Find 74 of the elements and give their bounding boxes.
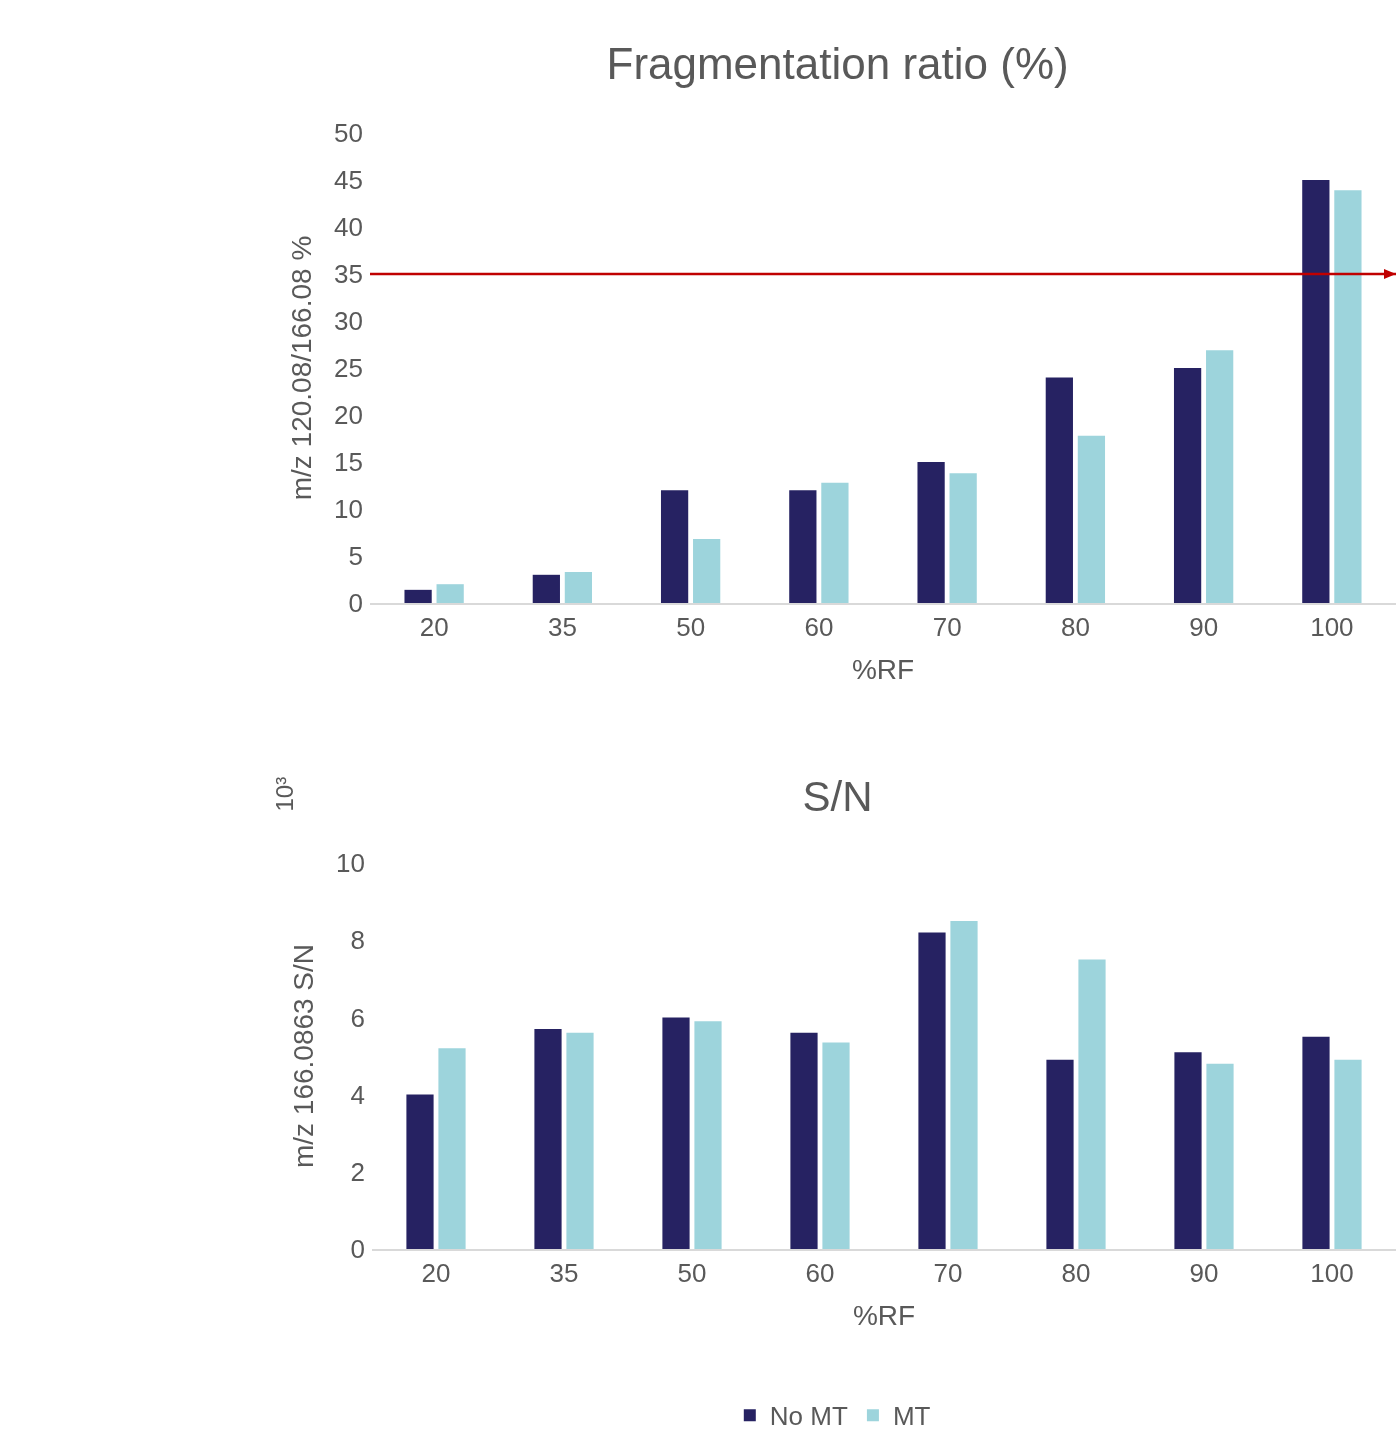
bar [1206,1063,1234,1249]
bar [532,574,560,603]
x-tick-label: 50 [677,1258,707,1289]
bar [1334,190,1362,603]
bar [1302,1036,1330,1249]
bar [1173,368,1202,603]
bar [1046,1059,1074,1249]
y-axis-title: m/z 120.08/166.08 % [285,235,317,501]
chart-title: S/N [802,772,873,820]
bar [660,490,689,603]
bar [821,482,849,603]
legend-label: MT [892,1401,931,1432]
y-tick-label: 10 [334,494,363,525]
chart-title: Fragmentation ratio (%) [606,39,1069,89]
x-tick-label: 90 [1189,1258,1219,1289]
bar [438,1048,466,1249]
x-tick-label: 35 [547,612,577,643]
bar [564,571,593,603]
x-tick-label: 20 [419,612,449,643]
x-tick-label: 60 [805,1258,835,1289]
legend-label: No MT [769,1401,848,1432]
x-tick-label: 20 [421,1258,451,1289]
y-tick-label: 5 [348,541,363,572]
x-axis-title: %RF [852,1299,916,1331]
x-tick-label: 70 [932,612,962,643]
x-tick-label: 90 [1189,612,1219,643]
bar [404,589,432,603]
x-tick-label: 50 [676,612,706,643]
bar [950,920,978,1249]
bar [566,1032,594,1249]
bar [694,1021,722,1249]
bar [436,584,464,603]
y-tick-label: 30 [334,306,363,337]
y-tick-label: 20 [334,400,363,431]
bar [822,1042,850,1249]
x-axis-title: %RF [851,653,915,685]
bar [1206,350,1234,603]
y-tick-label: 35 [334,259,363,290]
bar [1334,1059,1362,1249]
bar [918,932,946,1249]
bar [789,490,817,603]
y-tick-label: 0 [348,588,363,619]
text: 10³ [271,776,299,812]
bar [790,1032,818,1249]
x-tick-label: 100 [1310,612,1354,643]
y-tick-label: 4 [350,1079,365,1110]
bar [1045,377,1073,603]
bar [1077,435,1106,603]
y-tick-label: 6 [350,1002,365,1033]
y-tick-label: 0 [350,1234,365,1265]
bar [693,539,721,603]
x-tick-label: 35 [549,1258,579,1289]
bar [949,473,977,603]
bar [534,1028,562,1249]
bar [917,462,945,603]
bar [662,1017,690,1249]
y-tick-label: 50 [334,118,363,149]
y-tick-label: 40 [334,212,363,243]
y-tick-label: 45 [334,165,363,196]
x-tick-label: 60 [804,612,834,643]
y-tick-label: 25 [334,353,363,384]
bar [1078,959,1106,1249]
bar [1174,1052,1202,1249]
y-axis-title: m/z 166.0863 S/N [287,943,319,1169]
y-tick-label: 2 [350,1156,365,1187]
y-tick-label: 10 [336,848,365,879]
y-tick-label: 15 [334,447,363,478]
x-tick-label: 80 [1061,1258,1091,1289]
x-tick-label: 70 [933,1258,963,1289]
y-tick-label: 8 [350,925,365,956]
bar [406,1094,434,1249]
x-tick-label: 80 [1060,612,1090,643]
bar [1302,180,1330,603]
x-tick-label: 100 [1310,1258,1354,1289]
